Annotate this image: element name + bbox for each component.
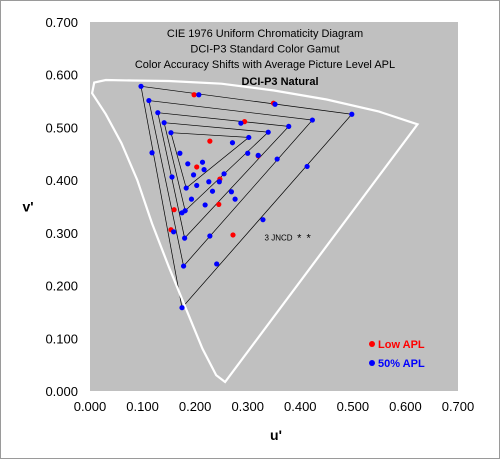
50-apl-point	[206, 179, 212, 185]
chart-subtitle: DCI-P3 Natural	[241, 76, 318, 88]
x-axis-label: u'	[270, 427, 282, 443]
spectral-locus	[90, 78, 420, 384]
50-apl-point	[221, 171, 227, 177]
50-apl-point	[188, 196, 195, 202]
50-apl-point	[138, 83, 144, 89]
50-apl-point	[260, 217, 266, 223]
gamut-triangle-4	[163, 122, 270, 212]
50-apl-point	[229, 140, 236, 146]
50-apl-point	[196, 92, 202, 98]
legend-marker	[369, 341, 375, 347]
x-tick-labels: 0.000 0.100 0.200 0.300 0.400 0.500 0.600 0.700	[74, 399, 475, 414]
50-apl-point	[255, 152, 261, 158]
y-tick-labels: 0.000 0.100 0.200 0.300 0.400 0.500 0.600 0.700	[45, 15, 78, 399]
gamut-triangle-5	[170, 132, 250, 189]
50-apl-point	[309, 117, 315, 123]
50-apl-point	[199, 159, 206, 165]
low-apl-point	[216, 201, 222, 207]
50-apl-point	[179, 305, 185, 311]
50-apl-point	[214, 261, 220, 267]
x-tick-label: 0.400	[284, 399, 317, 414]
x-tick-label: 0.500	[337, 399, 370, 414]
legend-label: Low APL	[378, 339, 425, 351]
low-apl-point	[171, 207, 177, 213]
legend-marker	[369, 360, 375, 366]
y-tick-label: 0.500	[45, 120, 78, 135]
jncd-star: *	[297, 233, 302, 245]
y-tick-label: 0.700	[45, 15, 78, 30]
data-points	[138, 83, 355, 311]
50-apl-point	[168, 130, 174, 136]
jncd-annotation: 3 JNCD	[265, 234, 293, 243]
legend-label: 50% APL	[378, 358, 425, 370]
chart-title-line: CIE 1976 Uniform Chromaticity Diagram	[167, 28, 363, 40]
x-tick-label: 0.000	[74, 399, 107, 414]
50-apl-point	[304, 163, 310, 170]
x-tick-label: 0.300	[231, 399, 264, 414]
50-apl-point	[245, 150, 251, 156]
50-apl-point	[155, 110, 161, 116]
y-axis-label: v'	[22, 199, 33, 215]
y-tick-label: 0.400	[45, 173, 78, 188]
50-apl-point	[265, 129, 271, 135]
50-apl-point	[190, 172, 197, 178]
50-apl-point	[209, 188, 216, 194]
50-apl-point	[149, 150, 155, 156]
50-apl-point	[228, 189, 235, 195]
50-apl-point	[146, 97, 152, 104]
50-apl-point	[286, 123, 292, 129]
y-tick-label: 0.100	[45, 331, 78, 346]
y-tick-label: 0.600	[45, 68, 78, 83]
chart-title-line: Color Accuracy Shifts with Average Pictu…	[135, 59, 395, 71]
50-apl-point	[246, 134, 252, 141]
50-apl-point	[194, 182, 200, 189]
legend: Low APL 50% APL	[369, 339, 425, 370]
50-apl-point	[180, 263, 187, 269]
50-apl-point	[202, 202, 208, 208]
50-apl-point	[238, 120, 244, 126]
50-apl-point	[272, 101, 278, 107]
y-tick-label: 0.000	[45, 384, 78, 399]
x-tick-label: 0.600	[389, 399, 422, 414]
50-apl-point	[207, 233, 213, 239]
50-apl-point	[161, 120, 167, 126]
50-apl-point	[185, 161, 191, 167]
x-tick-label: 0.700	[442, 399, 475, 414]
x-tick-label: 0.100	[126, 399, 159, 414]
50-apl-point	[182, 235, 188, 241]
low-apl-point	[194, 164, 200, 170]
jncd-stars: * *	[297, 233, 311, 245]
low-apl-point	[191, 92, 197, 98]
y-tick-label: 0.300	[45, 226, 78, 241]
gamut-triangle-2	[148, 100, 314, 267]
50-apl-point	[169, 174, 175, 180]
jncd-star: *	[307, 233, 312, 245]
x-tick-label: 0.200	[179, 399, 212, 414]
plot-area	[90, 22, 458, 391]
low-apl-point	[230, 232, 236, 238]
low-apl-point	[207, 138, 213, 144]
50-apl-point	[177, 150, 183, 156]
50-apl-point	[183, 185, 189, 191]
y-tick-label: 0.200	[45, 279, 78, 294]
gamut-triangle-1	[140, 85, 353, 309]
50-apl-point	[170, 229, 177, 235]
chart-title-line: DCI-P3 Standard Color Gamut	[190, 44, 339, 56]
50-apl-point	[179, 210, 185, 216]
50-apl-point	[201, 167, 207, 173]
50-apl-point	[274, 156, 280, 162]
50-apl-point	[349, 111, 355, 117]
chart-title: CIE 1976 Uniform Chromaticity Diagram DCI…	[135, 28, 395, 71]
50-apl-point	[232, 196, 238, 202]
50-apl-point	[216, 179, 222, 185]
